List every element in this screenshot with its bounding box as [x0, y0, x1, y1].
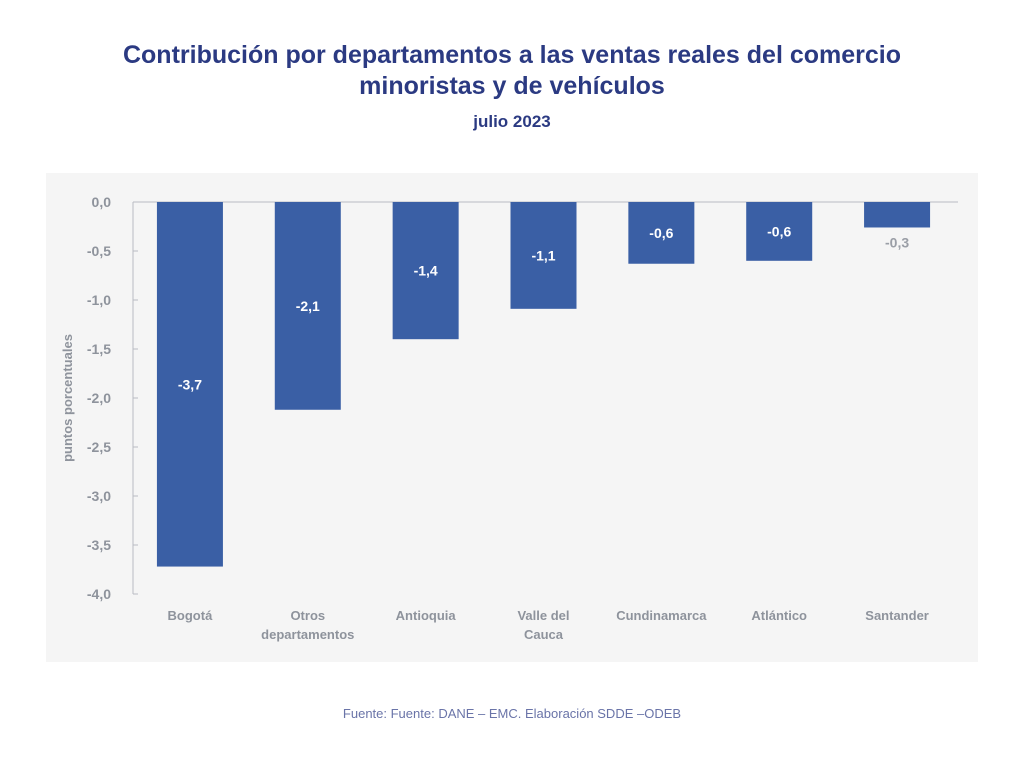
y-tick-label: -2,5	[87, 439, 111, 455]
bar	[746, 202, 813, 261]
y-axis-title: puntos porcentuales	[60, 334, 75, 462]
label-layer: -3,7 Bogotá -2,1 Otros departamentos -1,4 Anti…	[168, 223, 929, 642]
bar-layer	[156, 202, 931, 567]
y-tick-label: -2,0	[87, 390, 111, 406]
x-tick-label: Antioquia	[396, 608, 457, 623]
chart-title-line-2: minoristas y de vehículos	[359, 72, 665, 100]
x-tick-label-line: Santander	[865, 608, 929, 623]
chart-subtitle: julio 2023	[473, 112, 551, 131]
bar	[392, 202, 459, 340]
bar	[156, 202, 223, 567]
data-label: -0,3	[885, 234, 909, 250]
x-tick-label-line: Atlántico	[751, 608, 807, 623]
chart-title-line-1: Contribución por departamentos a las ven…	[122, 41, 901, 69]
x-tick-label-line: departamentos	[261, 627, 354, 642]
data-label: -1,4	[414, 263, 438, 279]
bar	[628, 202, 695, 264]
x-tick-label: Santander	[865, 608, 929, 623]
bar	[510, 202, 577, 309]
x-tick-label: Otros departamentos	[261, 608, 354, 642]
y-tick-label: -3,5	[87, 537, 111, 553]
x-tick-label-line: Valle del	[517, 608, 569, 623]
y-tick-label: -1,5	[87, 341, 111, 357]
source-note: Fuente: Fuente: DANE – EMC. Elaboración …	[342, 706, 682, 721]
bar	[864, 202, 931, 228]
data-label: -0,6	[767, 223, 791, 239]
data-label: -1,1	[531, 247, 555, 263]
x-tick-label-line: Antioquia	[396, 608, 457, 623]
data-label: -3,7	[178, 376, 202, 392]
y-tick-label: -3,0	[87, 488, 111, 504]
x-tick-label-line: Otros	[290, 608, 325, 623]
chart-title: Contribución por departamentos a las ven…	[0, 40, 1024, 102]
x-tick-label-line: Cauca	[524, 627, 564, 642]
y-tick-label: -0,5	[87, 243, 111, 259]
x-tick-label: Cundinamarca	[616, 608, 707, 623]
x-tick-label: Atlántico	[751, 608, 807, 623]
data-label: -2,1	[296, 298, 320, 314]
x-tick-label-line: Bogotá	[168, 608, 214, 623]
x-tick-label: Bogotá	[168, 608, 214, 623]
bar	[274, 202, 341, 410]
data-label: -0,6	[649, 225, 673, 241]
y-tick-label: 0,0	[92, 194, 112, 210]
axis-layer: 0,0 -0,5 -1,0 -1,5 -2,0 -2,5 -3,0 -3,5 -4,0 punto…	[60, 194, 958, 602]
x-tick-label: Valle del Cauca	[517, 608, 569, 642]
x-tick-label-line: Cundinamarca	[616, 608, 707, 623]
y-tick-label: -1,0	[87, 292, 111, 308]
y-tick-label: -4,0	[87, 586, 111, 602]
